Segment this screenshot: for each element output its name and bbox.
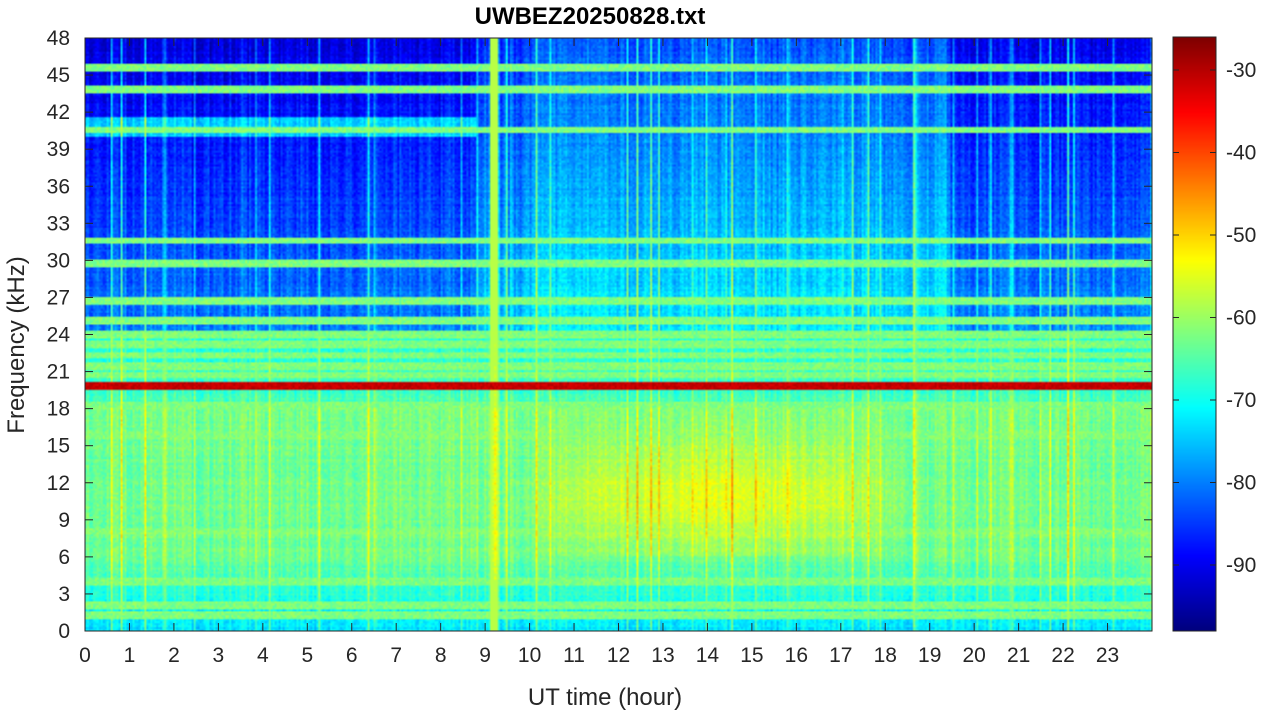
chart-title: UWBEZ20250828.txt xyxy=(475,3,706,30)
x-tick-label: 18 xyxy=(874,644,897,667)
y-tick-label: 15 xyxy=(47,435,70,458)
colorbar-tick-label: -70 xyxy=(1226,389,1256,412)
x-tick-label: 13 xyxy=(651,644,674,667)
x-tick-label: 17 xyxy=(829,644,852,667)
y-tick-label: 18 xyxy=(47,398,70,421)
x-tick-label: 16 xyxy=(785,644,808,667)
x-axis-ticks: 0 1 2 3 4 5 6 7 8 9 10 11 12 13 14 15 16 17 18 19 20 21 22 23 xyxy=(79,38,1119,667)
x-tick-label: 9 xyxy=(479,644,491,667)
x-tick-label: 8 xyxy=(435,644,447,667)
y-tick-label: 24 xyxy=(47,324,71,347)
x-axis-label: UT time (hour) xyxy=(528,684,682,711)
colorbar-image xyxy=(1173,37,1216,631)
x-tick-label: 5 xyxy=(301,644,313,667)
colorbar-tick-label: -90 xyxy=(1226,554,1256,577)
spectrogram-image xyxy=(85,38,1152,631)
x-tick-label: 10 xyxy=(518,644,541,667)
y-tick-label: 48 xyxy=(47,27,70,50)
colorbar-tick-label: -50 xyxy=(1226,224,1256,247)
x-tick-label: 11 xyxy=(563,644,585,667)
y-tick-label: 0 xyxy=(58,620,70,643)
y-tick-label: 33 xyxy=(47,212,70,235)
colorbar-ticks: -90 -80 -70 -60 -50 -40 -30 xyxy=(1173,59,1256,577)
y-tick-label: 21 xyxy=(47,361,70,384)
x-tick-label: 15 xyxy=(740,644,763,667)
colorbar-frame xyxy=(1172,36,1217,632)
y-axis-label: Frequency (kHz) xyxy=(3,256,30,433)
x-tick-label: 3 xyxy=(213,644,225,667)
x-tick-label: 14 xyxy=(696,644,720,667)
x-tick-label: 12 xyxy=(607,644,630,667)
x-tick-label: 2 xyxy=(168,644,180,667)
x-tick-label: 21 xyxy=(1007,644,1030,667)
colorbar: -90 -80 -70 -60 -50 -40 -30 xyxy=(1172,36,1256,632)
x-tick-label: 1 xyxy=(124,644,136,667)
x-tick-label: 6 xyxy=(346,644,358,667)
y-tick-label: 3 xyxy=(58,583,70,606)
x-tick-label: 0 xyxy=(79,644,91,667)
y-tick-label: 36 xyxy=(47,175,70,198)
y-tick-label: 42 xyxy=(47,101,70,124)
y-tick-label: 45 xyxy=(47,64,70,87)
y-tick-label: 6 xyxy=(58,546,70,569)
x-tick-label: 22 xyxy=(1051,644,1074,667)
x-tick-label: 19 xyxy=(918,644,941,667)
x-tick-label: 7 xyxy=(390,644,402,667)
colorbar-tick-label: -40 xyxy=(1226,142,1256,165)
x-tick-label: 20 xyxy=(962,644,985,667)
y-tick-label: 27 xyxy=(47,286,70,309)
y-tick-label: 30 xyxy=(47,249,70,272)
y-tick-label: 9 xyxy=(58,509,70,532)
x-tick-label: 4 xyxy=(257,644,269,667)
colorbar-tick-label: -80 xyxy=(1226,472,1256,495)
x-tick-label: 23 xyxy=(1096,644,1119,667)
plot-area xyxy=(84,37,1153,632)
y-tick-label: 12 xyxy=(47,472,70,495)
colorbar-tick-label: -30 xyxy=(1226,59,1256,82)
colorbar-tick-label: -60 xyxy=(1226,307,1256,330)
y-tick-label: 39 xyxy=(47,138,70,161)
